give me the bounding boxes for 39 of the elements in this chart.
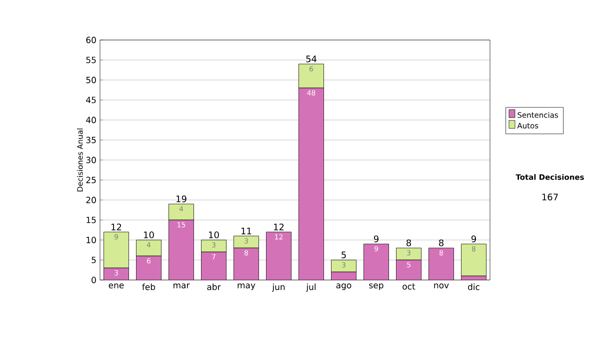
total-label: 8: [406, 239, 411, 246]
total-label: 19: [176, 195, 186, 202]
y-tick-label: 5: [92, 256, 96, 264]
x-tick-label: jun: [272, 284, 285, 292]
y-tick-label: 30: [86, 156, 96, 164]
x-tick-label: jul: [306, 284, 316, 292]
total-label: 12: [274, 224, 284, 230]
total-label: 10: [209, 231, 219, 238]
total-label: 5: [342, 252, 346, 258]
y-tick-label: 55: [86, 56, 96, 64]
total-label: 9: [471, 235, 476, 242]
x-tick-label: ago: [336, 284, 352, 290]
y-tick-label: 20: [86, 196, 96, 204]
total-label: 10: [144, 231, 154, 238]
y-tick-label: 0: [92, 276, 96, 284]
y-tick-label: 45: [86, 96, 96, 104]
total-label: 11: [242, 228, 252, 234]
x-tick-label: sep: [369, 284, 384, 290]
total-label: 12: [112, 224, 122, 230]
x-tick-label: ene: [108, 284, 124, 288]
y-tick-label: 15: [86, 216, 96, 224]
total-label: 8: [438, 239, 444, 246]
x-tick-label: nov: [434, 284, 449, 288]
x-tick-label: feb: [142, 284, 156, 290]
text: 167: [542, 194, 558, 200]
total-label: 9: [374, 235, 378, 242]
total-label: 54: [306, 56, 316, 62]
y-tick-label: 60: [86, 36, 96, 44]
x-tick-label: may: [238, 284, 256, 290]
y-tick-label: 10: [86, 236, 96, 244]
x-tick-label: oct: [402, 284, 416, 290]
y-tick-label: 50: [86, 76, 96, 84]
y-tick-label: 40: [86, 116, 96, 124]
x-tick-label: mar: [174, 284, 190, 288]
x-tick-label: dic: [468, 284, 480, 290]
y-tick-label: 35: [86, 136, 96, 144]
bar: [461, 244, 486, 276]
x-tick-label: abr: [207, 284, 221, 290]
y-tick-label: 25: [86, 176, 96, 184]
